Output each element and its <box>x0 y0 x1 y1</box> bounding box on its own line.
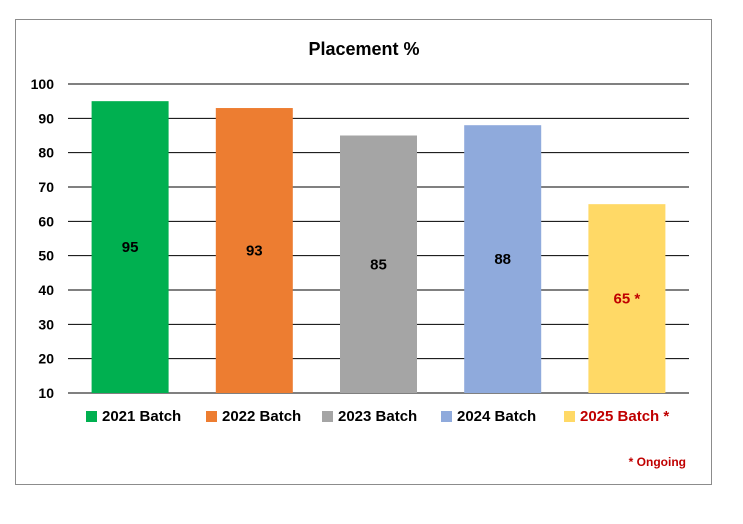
legend-swatch <box>206 411 217 422</box>
y-axis-ticks: 10 20 30 40 50 60 70 80 90 100 <box>31 76 55 401</box>
y-tick-label: 60 <box>38 213 54 229</box>
bar-chart: Placement % 10 20 30 40 50 60 70 80 90 100 95 93 85… <box>31 39 689 469</box>
bar <box>215 108 293 394</box>
bar-data-label: 88 <box>494 251 511 268</box>
bar-data-label: 95 <box>122 239 139 256</box>
legend-swatch <box>441 411 452 422</box>
y-tick-label: 80 <box>38 145 54 161</box>
chart-title: Placement % <box>308 39 419 59</box>
bar-data-label: 85 <box>370 256 387 273</box>
bar <box>91 101 169 394</box>
y-tick-label: 90 <box>38 110 54 126</box>
legend-label: 2024 Batch <box>457 408 536 425</box>
bars <box>91 101 666 394</box>
y-tick-label: 50 <box>38 248 54 264</box>
legend-label: 2025 Batch * <box>580 408 669 425</box>
y-tick-label: 10 <box>38 385 54 401</box>
legend-swatch <box>86 411 97 422</box>
bar-data-label: 93 <box>246 243 263 260</box>
chart-frame: Placement % 10 20 30 40 50 60 70 80 90 100 95 93 85… <box>15 19 712 485</box>
y-tick-label: 70 <box>38 179 54 195</box>
bar <box>464 125 542 393</box>
y-tick-label: 100 <box>31 76 55 92</box>
bar <box>340 135 417 393</box>
footnote: * Ongoing <box>629 455 686 469</box>
legend-swatch <box>322 411 333 422</box>
bar-data-labels: 95 93 85 88 65 * <box>122 239 641 308</box>
bar <box>588 204 666 393</box>
legend-label: 2023 Batch <box>338 408 417 425</box>
legend-label: 2022 Batch <box>222 408 301 425</box>
y-tick-label: 30 <box>38 316 54 332</box>
y-tick-label: 20 <box>38 351 54 367</box>
bar-data-label: 65 * <box>614 291 641 308</box>
legend-label: 2021 Batch <box>102 408 181 425</box>
legend: 2021 Batch 2022 Batch 2023 Batch 2024 Batch… <box>86 408 669 425</box>
y-tick-label: 40 <box>38 282 54 298</box>
legend-swatch <box>564 411 575 422</box>
